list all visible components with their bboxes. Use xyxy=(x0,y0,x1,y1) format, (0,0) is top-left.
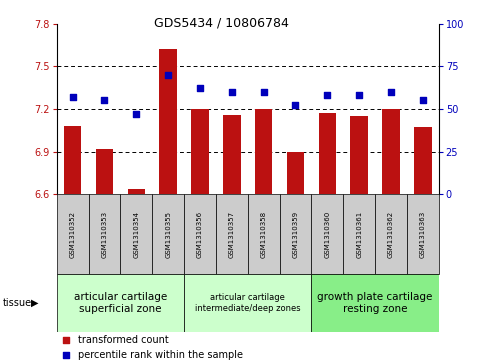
Point xyxy=(62,337,70,343)
Bar xyxy=(280,194,312,274)
Point xyxy=(62,352,70,358)
Text: GSM1310361: GSM1310361 xyxy=(356,211,362,258)
Bar xyxy=(312,194,343,274)
Bar xyxy=(407,194,439,274)
Text: ▶: ▶ xyxy=(31,298,38,308)
Text: GSM1310362: GSM1310362 xyxy=(388,211,394,258)
Text: articular cartilage
intermediate/deep zones: articular cartilage intermediate/deep zo… xyxy=(195,293,301,313)
Bar xyxy=(96,149,113,194)
Point xyxy=(260,89,268,95)
Point xyxy=(323,92,331,98)
Bar xyxy=(255,109,273,194)
Text: GSM1310357: GSM1310357 xyxy=(229,211,235,258)
Text: GSM1310359: GSM1310359 xyxy=(292,211,298,258)
Text: tissue: tissue xyxy=(2,298,32,308)
Point xyxy=(196,86,204,91)
Bar xyxy=(343,194,375,274)
Text: GSM1310358: GSM1310358 xyxy=(261,211,267,258)
Bar xyxy=(128,188,145,194)
Bar xyxy=(64,126,81,194)
Text: GSM1310352: GSM1310352 xyxy=(70,211,75,258)
Bar xyxy=(57,194,89,274)
Bar xyxy=(382,109,400,194)
Bar xyxy=(287,151,304,194)
Text: GSM1310355: GSM1310355 xyxy=(165,211,171,258)
Text: GSM1310356: GSM1310356 xyxy=(197,211,203,258)
Bar xyxy=(184,274,312,332)
Bar xyxy=(120,194,152,274)
Bar xyxy=(414,127,431,194)
Bar xyxy=(312,274,439,332)
Text: GSM1310353: GSM1310353 xyxy=(102,211,107,258)
Point xyxy=(164,72,172,78)
Bar xyxy=(184,194,216,274)
Bar xyxy=(191,109,209,194)
Point xyxy=(132,111,140,117)
Bar xyxy=(216,194,247,274)
Bar xyxy=(318,113,336,194)
Bar xyxy=(57,274,184,332)
Bar xyxy=(152,194,184,274)
Bar xyxy=(223,115,241,194)
Text: GDS5434 / 10806784: GDS5434 / 10806784 xyxy=(154,16,289,29)
Text: GSM1310354: GSM1310354 xyxy=(133,211,140,258)
Point xyxy=(291,103,299,109)
Bar xyxy=(89,194,120,274)
Point xyxy=(387,89,395,95)
Text: articular cartilage
superficial zone: articular cartilage superficial zone xyxy=(74,292,167,314)
Bar xyxy=(375,194,407,274)
Point xyxy=(101,97,108,103)
Bar xyxy=(351,116,368,194)
Point xyxy=(228,89,236,95)
Bar xyxy=(247,194,280,274)
Point xyxy=(69,94,76,100)
Text: growth plate cartilage
resting zone: growth plate cartilage resting zone xyxy=(317,292,433,314)
Text: percentile rank within the sample: percentile rank within the sample xyxy=(78,350,243,360)
Text: transformed count: transformed count xyxy=(78,335,169,345)
Text: GSM1310363: GSM1310363 xyxy=(420,211,426,258)
Bar xyxy=(159,49,177,194)
Text: GSM1310360: GSM1310360 xyxy=(324,211,330,258)
Point xyxy=(355,92,363,98)
Point xyxy=(419,97,427,103)
